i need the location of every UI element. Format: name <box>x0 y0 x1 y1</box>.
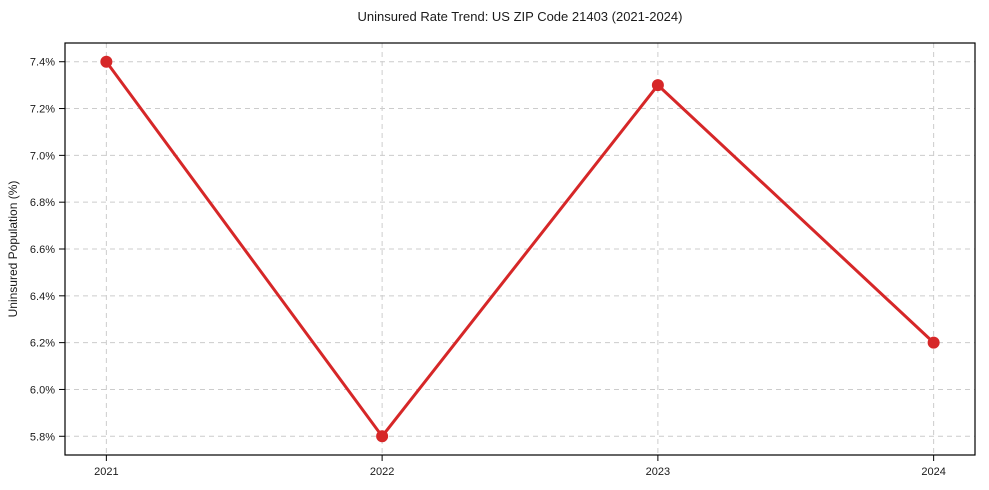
data-point <box>376 430 389 443</box>
x-tick-label: 2021 <box>94 466 118 478</box>
data-point <box>100 55 113 68</box>
y-tick-label: 6.2% <box>30 338 55 350</box>
x-tick-label: 2023 <box>646 466 670 478</box>
y-tick-label: 7.4% <box>30 57 55 69</box>
y-tick-label: 6.8% <box>30 197 55 209</box>
x-tick-label: 2022 <box>370 466 394 478</box>
y-tick-label: 6.0% <box>30 384 55 396</box>
y-tick-label: 6.4% <box>30 291 55 303</box>
y-tick-label: 5.8% <box>30 431 55 443</box>
plot-border <box>64 42 976 456</box>
data-point <box>651 79 664 92</box>
trend-line <box>104 60 936 438</box>
y-tick-label: 7.0% <box>30 150 55 162</box>
x-tick-label: 2024 <box>921 466 945 478</box>
y-tick-label: 7.2% <box>30 104 55 116</box>
data-point <box>927 336 940 349</box>
chart-title: Uninsured Rate Trend: US ZIP Code 21403 … <box>357 9 683 24</box>
y-tick-label: 6.6% <box>30 244 55 256</box>
